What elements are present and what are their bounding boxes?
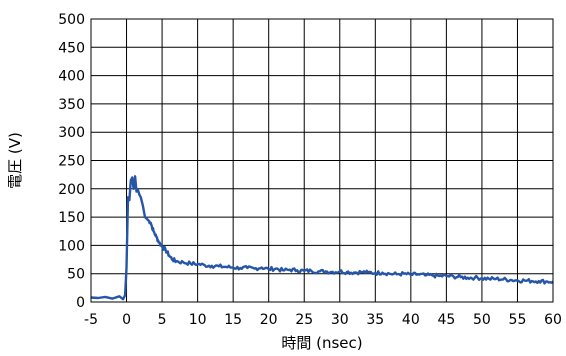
x-tick-label: 35 bbox=[366, 312, 384, 328]
y-tick-label: 100 bbox=[58, 238, 85, 254]
y-axis-title: 電圧 (V) bbox=[6, 132, 24, 189]
y-tick-label: 0 bbox=[76, 295, 85, 311]
x-tick-label: -5 bbox=[84, 312, 98, 328]
grid-lines bbox=[90, 18, 554, 303]
x-tick-label: 25 bbox=[295, 312, 313, 328]
y-tick-label: 500 bbox=[58, 12, 85, 28]
x-tick-label: 10 bbox=[189, 312, 207, 328]
x-tick-labels: -5 0 5 10 15 20 25 30 35 40 45 50 55 60 bbox=[84, 312, 562, 328]
y-tick-label: 200 bbox=[58, 182, 85, 198]
x-tick-label: 30 bbox=[331, 312, 349, 328]
y-tick-label: 300 bbox=[58, 125, 85, 141]
x-tick-label: 5 bbox=[158, 312, 167, 328]
x-tick-label: 20 bbox=[260, 312, 278, 328]
x-axis-title: 時間 (nsec) bbox=[281, 334, 362, 352]
y-tick-label: 250 bbox=[58, 154, 85, 170]
y-tick-label: 350 bbox=[58, 97, 85, 113]
x-tick-label: 15 bbox=[224, 312, 242, 328]
y-tick-label: 400 bbox=[58, 69, 85, 85]
x-tick-label: 50 bbox=[473, 312, 491, 328]
voltage-series-line bbox=[90, 175, 554, 301]
x-tick-label: 55 bbox=[509, 312, 527, 328]
x-tick-label: 60 bbox=[544, 312, 562, 328]
x-tick-label: 40 bbox=[402, 312, 420, 328]
y-tick-label: 50 bbox=[67, 267, 85, 283]
x-tick-label: 45 bbox=[437, 312, 455, 328]
y-tick-labels: 0 50 100 150 200 250 300 350 400 450 500 bbox=[58, 12, 85, 311]
y-tick-label: 450 bbox=[58, 40, 85, 56]
x-tick-label: 0 bbox=[122, 312, 131, 328]
plot-frame bbox=[90, 18, 554, 303]
y-tick-label: 150 bbox=[58, 210, 85, 226]
